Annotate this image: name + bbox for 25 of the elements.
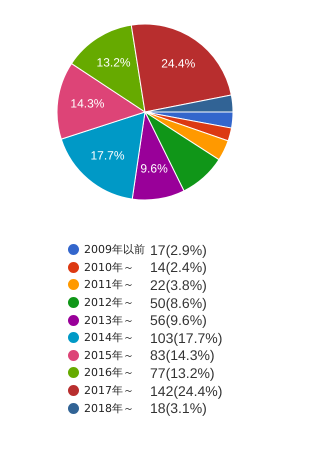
legend-label: 2016年～: [84, 365, 135, 380]
data-label: 56(9.6%): [150, 312, 207, 328]
data-label: 17(2.9%): [150, 242, 207, 258]
text: 13.2%: [96, 55, 131, 70]
data-label: 142(24.4%): [150, 382, 222, 399]
legend-label: 2012年～: [84, 295, 135, 310]
legend-label: 2014年～: [84, 330, 135, 346]
legend-label: 2013年～: [84, 312, 135, 328]
legend-label: 2009年以前: [84, 242, 146, 258]
text: 9.6%: [140, 162, 168, 176]
text: 17.7%: [90, 148, 125, 163]
legend-label: 2011年～: [84, 277, 135, 292]
text: 14.3%: [70, 96, 104, 110]
data-label: 83(14.3%): [150, 347, 215, 364]
data-label: 77(13.2%): [150, 364, 215, 381]
data-label: 103(17.7%): [150, 330, 222, 346]
data-label: 14(2.4%): [150, 259, 207, 276]
data-label: 18(3.1%): [150, 400, 207, 416]
text: 24.4%: [161, 56, 196, 71]
legend-label: 2015年～: [84, 348, 135, 363]
legend-label: 2018年～: [84, 400, 135, 416]
data-label: 50(8.6%): [150, 294, 207, 311]
data-label: 22(3.8%): [150, 276, 207, 293]
legend-label: 2010年～: [84, 260, 135, 275]
legend-label: 2017年～: [84, 383, 135, 398]
